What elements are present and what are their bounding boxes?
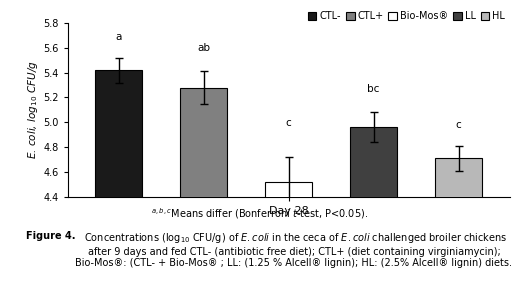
Text: c: c [456,120,461,130]
Bar [265,182,312,289]
Text: Concentrations (log$_{10}$ CFU/g) of $E. coli$ in the ceca of $E. coli$ challeng: Concentrations (log$_{10}$ CFU/g) of $E.… [75,231,512,268]
Bar [435,158,482,289]
Legend: CTL-, CTL+, Bio-Mos®, LL, HL: CTL-, CTL+, Bio-Mos®, LL, HL [304,7,509,25]
Bar [350,127,397,289]
Text: bc: bc [368,84,380,94]
Text: $^{a,b,c}$Means differ (Bonferroni $t$-test, P<0.05).: $^{a,b,c}$Means differ (Bonferroni $t$-t… [151,207,369,221]
Text: a: a [115,32,122,42]
Text: ab: ab [197,43,210,53]
Text: c: c [285,118,292,128]
Bar [180,88,227,289]
Text: Figure 4.: Figure 4. [26,231,75,241]
Bar [95,70,142,289]
Y-axis label: E. coli, log$_{10}$ CFU/g: E. coli, log$_{10}$ CFU/g [27,60,40,159]
